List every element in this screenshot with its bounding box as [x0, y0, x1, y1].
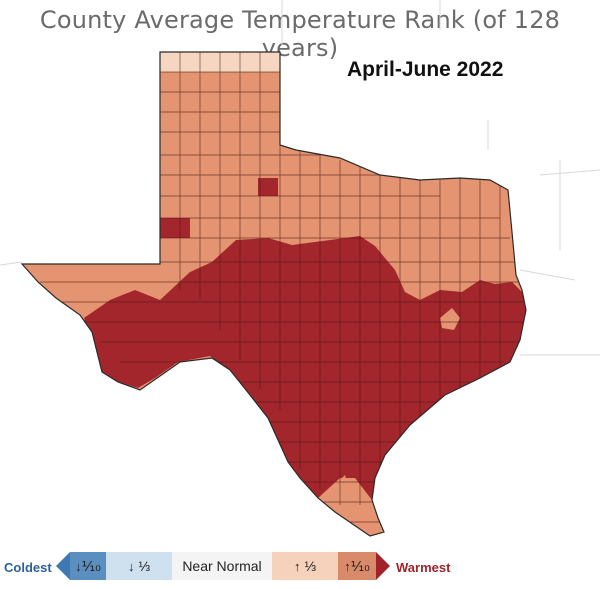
region-above-normal-south-tip	[318, 478, 384, 536]
county-warmest-panhandle-1	[258, 178, 278, 196]
county-warmest-panhandle-2	[160, 218, 190, 238]
legend-cell-warm-third: ↑ ⅓	[272, 552, 338, 580]
county-grid	[22, 52, 525, 523]
texas-county-map	[0, 0, 600, 537]
legend-warmest-label: Warmest	[396, 560, 451, 575]
legend-cell-warmest-tenth: ↑ ⅒	[338, 552, 376, 580]
legend-cell-near-normal: Near Normal	[172, 552, 272, 580]
period-label: April-June 2022	[347, 58, 504, 81]
legend-cold-arrow-icon	[56, 552, 70, 580]
legend: Coldest ↓ ⅒ ↓ ⅓ Near Normal ↑ ⅓ ↑ ⅒ Warmes…	[0, 552, 600, 582]
legend-cell-coldest-tenth: ↓ ⅒	[70, 552, 106, 580]
region-above-normal-pocket	[440, 308, 460, 330]
legend-warm-arrow-icon	[376, 552, 390, 580]
legend-coldest-label: Coldest	[4, 560, 52, 575]
legend-cell-cold-third: ↓ ⅓	[106, 552, 172, 580]
map-title: County Average Temperature Rank (of 128 …	[39, 6, 561, 62]
basemap-lines	[0, 0, 600, 356]
